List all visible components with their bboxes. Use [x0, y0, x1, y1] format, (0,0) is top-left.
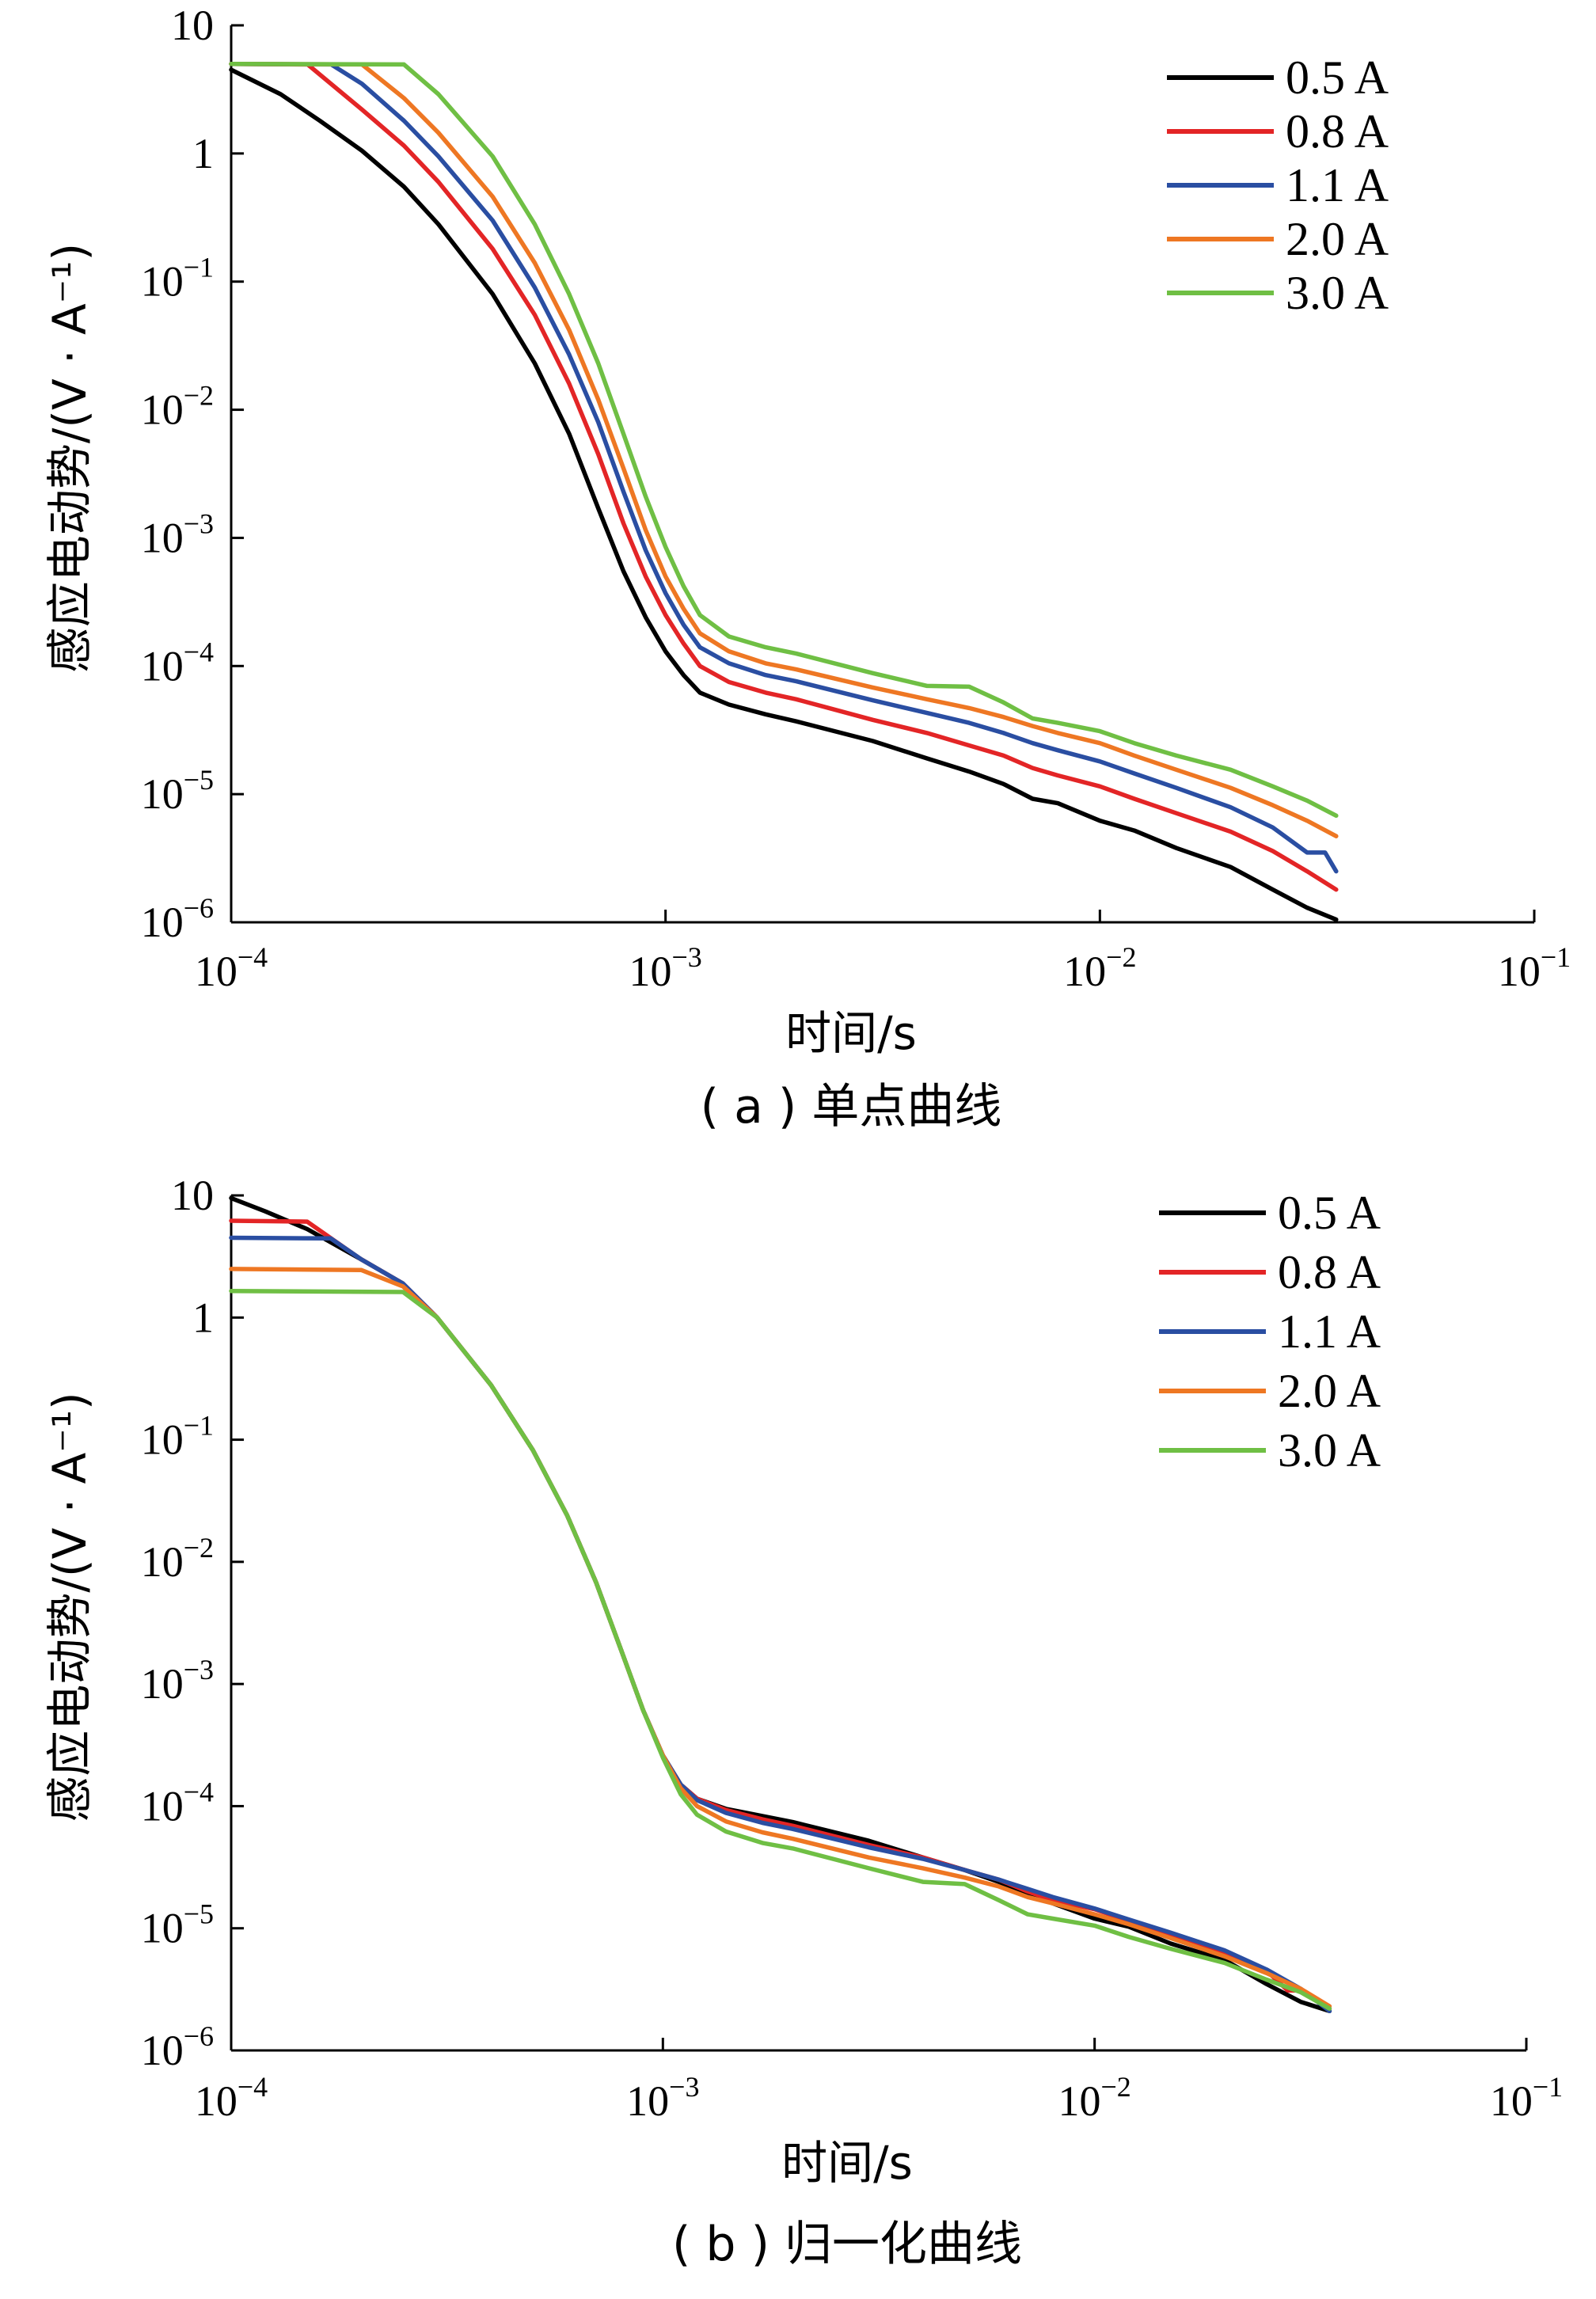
series-line-20: [229, 61, 1339, 838]
y-tick-label: 10−3: [141, 1654, 214, 1708]
figure-caption: ( a ) 单点曲线: [701, 1079, 1002, 1134]
x-tick-label: 10−1: [1490, 2071, 1563, 2125]
legend-label: 1.1 A: [1278, 1305, 1381, 1358]
legend-label: 3.0 A: [1278, 1424, 1381, 1476]
series-line-05: [229, 67, 1339, 922]
x-axis-label: 时间/s: [781, 2136, 913, 2190]
x-tick-label: 10−2: [1058, 2071, 1131, 2125]
legend-label: 0.8 A: [1278, 1246, 1381, 1298]
series-line-08: [229, 61, 1339, 892]
y-tick-label: 10−4: [141, 1776, 214, 1830]
y-tick-label: 10−5: [141, 764, 214, 818]
legend-label: 0.5 A: [1278, 1187, 1381, 1239]
y-tick-label: 10−6: [141, 892, 214, 946]
series-line-05: [229, 1195, 1332, 2014]
x-tick-label: 10−4: [195, 941, 268, 995]
x-tick-label: 10−3: [629, 941, 702, 995]
y-tick-label: 10−4: [141, 636, 214, 690]
y-tick-label: 10: [171, 2, 214, 49]
y-tick-label: 1: [192, 1294, 214, 1341]
series-line-20: [229, 1267, 1332, 2008]
legend-label: 0.5 A: [1286, 51, 1389, 104]
series-line-08: [229, 1218, 1332, 2011]
y-tick-label: 10−5: [141, 1898, 214, 1952]
y-tick-label: 10−1: [141, 252, 214, 306]
y-tick-label: 10−2: [141, 380, 214, 434]
figure-caption: ( b ) 归一化曲线: [672, 2217, 1022, 2272]
y-axis-label: 感应电动势/(V · A⁻¹): [43, 243, 97, 673]
x-tick-label: 10−4: [195, 2071, 268, 2125]
legend-label: 1.1 A: [1286, 159, 1389, 211]
legend-label: 3.0 A: [1286, 267, 1389, 319]
y-tick-label: 10−3: [141, 507, 214, 561]
series-line-30: [229, 61, 1339, 819]
y-tick-label: 1: [192, 130, 214, 177]
series-line-11: [229, 61, 1339, 874]
series-line-11: [229, 1235, 1332, 2014]
y-tick-label: 10: [171, 1172, 214, 1219]
series-line-30: [229, 1288, 1332, 2011]
chart-panel-b: 10−4 10−3 10−2 10−1 10 1 10−1 10−2 10−3 10−4 10−5 1…: [43, 1172, 1563, 2272]
legend-label: 0.8 A: [1286, 105, 1389, 158]
legend-label: 2.0 A: [1278, 1365, 1381, 1417]
y-tick-label: 10−1: [141, 1410, 214, 1464]
chart-panel-a: 10−4 10−3 10−2 10−1 10 1 10−1 10−2 10−3 10−4 10−5 1…: [43, 2, 1571, 1134]
legend: 0.5 A 0.8 A 1.1 A 2.0 A 3.0 A: [1159, 1187, 1381, 1476]
x-axis-label: 时间/s: [785, 1006, 917, 1060]
x-tick-label: 10−3: [626, 2071, 699, 2125]
x-tick-label: 10−1: [1498, 941, 1571, 995]
legend-label: 2.0 A: [1286, 213, 1389, 265]
y-axis-label: 感应电动势/(V · A⁻¹): [43, 1392, 97, 1822]
y-tick-label: 10−2: [141, 1532, 214, 1586]
x-tick-label: 10−2: [1063, 941, 1136, 995]
y-tick-label: 10−6: [141, 2020, 214, 2074]
legend: 0.5 A0.8 A1.1 A2.0 A3.0 A: [1167, 51, 1389, 319]
